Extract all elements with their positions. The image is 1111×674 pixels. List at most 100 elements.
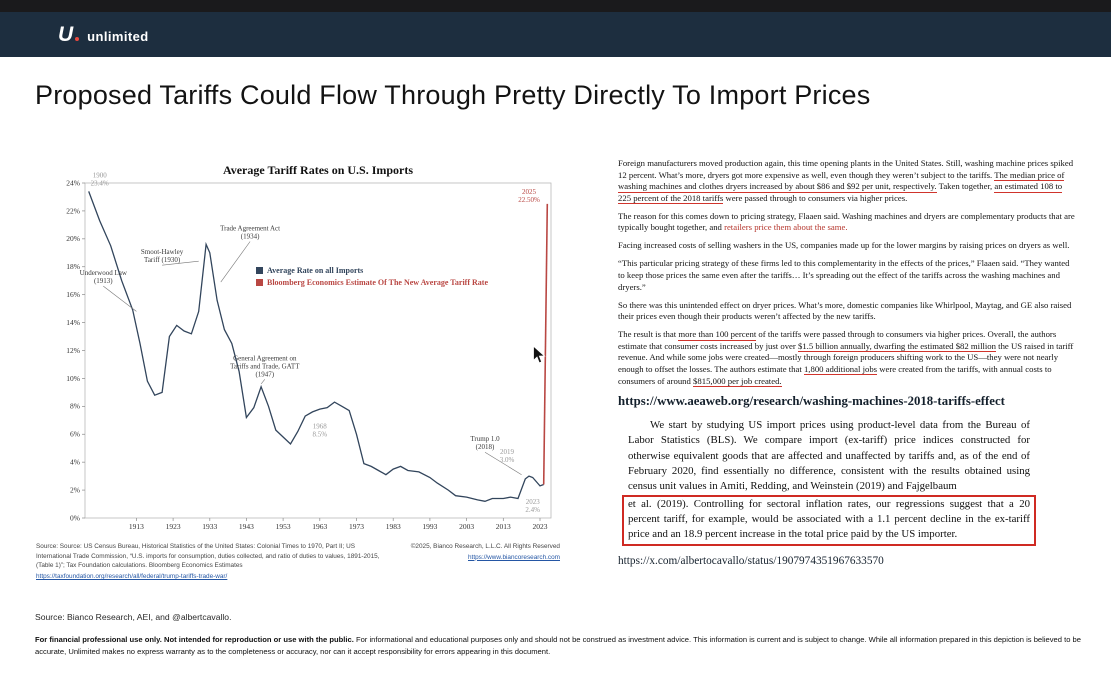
chart-annotation: 3.0% <box>500 456 515 464</box>
annotation-pointer <box>220 241 251 283</box>
x-tick-label: 2023 <box>533 522 548 531</box>
page-title: Proposed Tariffs Could Flow Through Pret… <box>35 80 871 110</box>
text-segment: Foreign manufacturers moved production a… <box>618 158 1074 180</box>
text-segment: of the tariffs were passed through to co… <box>618 329 1057 351</box>
x-status-link[interactable]: https://x.com/albertocavallo/status/1907… <box>618 554 884 567</box>
y-tick-label: 16% <box>66 290 80 299</box>
tariff-chart-panel: Average Tariff Rates on U.S. Imports 0% 2%… <box>33 160 563 581</box>
x-tick-label: 1913 <box>129 522 144 531</box>
chart-annotation: General Agreement on <box>233 354 297 362</box>
chart-annotation: 8.5% <box>313 431 328 439</box>
text-segment: The reason for this comes down to pricin… <box>618 210 1075 233</box>
annotation-pointer <box>162 260 199 266</box>
chart-annotation: Tariff (1930) <box>144 256 181 264</box>
brand-name: unlimited <box>87 28 149 44</box>
quote-text: We start by studying US import prices us… <box>628 418 1030 495</box>
tariff-chart: Average Tariff Rates on U.S. Imports 0% 2%… <box>66 163 552 531</box>
chart-annotation: 22.50% <box>518 196 540 204</box>
article-column: Foreign manufacturers moved production a… <box>618 158 1076 567</box>
text-segment: The result is that <box>618 329 679 340</box>
annotation-pointer <box>484 451 522 475</box>
y-tick-label: 10% <box>66 374 80 383</box>
x-tick-label: 2013 <box>496 522 511 531</box>
paragraph: The reason for this comes down to pricin… <box>618 211 1076 234</box>
y-tick-label: 18% <box>66 262 80 271</box>
text-segment: $1.5 billion annually, dwarfing the esti… <box>797 340 996 353</box>
chart-annotation: (1947) <box>255 370 274 378</box>
y-tick-label: 8% <box>70 402 80 411</box>
taxfoundation-link[interactable]: https://taxfoundation.org/research/all/f… <box>36 572 228 580</box>
chart-source-block: Source: Source: US Census Bureau, Histor… <box>33 542 563 581</box>
legend-label: Bloomberg Economics Estimate Of The New … <box>267 278 488 287</box>
plot-border <box>84 182 552 519</box>
chart-annotation: (1934) <box>241 233 260 241</box>
article-paragraphs: Foreign manufacturers moved production a… <box>618 158 1076 387</box>
paragraph: Facing increased costs of selling washer… <box>618 240 1076 252</box>
window-top-bar <box>0 0 1111 12</box>
y-tick-label: 0% <box>70 513 80 522</box>
chart-annotation: Trade Agreement Act <box>220 225 280 233</box>
paragraph: So there was this unintended effect on d… <box>618 300 1076 323</box>
biancoresearch-link[interactable]: https://www.biancoresearch.com <box>468 553 560 561</box>
unlimited-logo: U unlimited <box>58 23 149 47</box>
x-tick-label: 1943 <box>239 522 254 531</box>
logo-icon: U <box>58 22 80 47</box>
text-segment: more than 100 percent <box>678 329 757 341</box>
source-note: Source: Bianco Research, AEI, and @alber… <box>35 612 232 622</box>
x-tick-label: 1933 <box>202 522 217 531</box>
text-segment: an estimated 108 to 225 percent of the 2… <box>618 181 1063 205</box>
text-segment: 1,800 additional jobs <box>803 363 878 376</box>
aeaweb-link[interactable]: https://www.aeaweb.org/research/washing-… <box>618 394 1005 409</box>
y-tick-label: 22% <box>66 206 80 215</box>
text-segment: Facing increased costs of selling washer… <box>618 240 1070 251</box>
chart-annotation: 2025 <box>522 188 537 196</box>
chart-annotation: 1968 <box>313 423 328 431</box>
chart-annotation: 23.4% <box>91 179 109 187</box>
disclaimer-text: For informational and educational purpos… <box>35 635 1081 656</box>
text-segment: We start by studying US import prices us… <box>628 419 1030 493</box>
y-tick-label: 14% <box>66 318 80 327</box>
chart-source-text: Source: Source: US Census Bureau, Histor… <box>36 542 388 581</box>
header-bar: U unlimited <box>0 12 1111 57</box>
x-tick-label: 1983 <box>386 522 401 531</box>
chart-annotation: 2019 <box>500 448 515 456</box>
quote-block: We start by studying US import prices us… <box>622 418 1036 546</box>
chart-copyright-block: ©2025, Bianco Research, L.L.C. All Right… <box>392 542 560 581</box>
legend-swatch <box>256 267 263 274</box>
chart-title: Average Tariff Rates on U.S. Imports <box>223 163 413 177</box>
paragraph: Foreign manufacturers moved production a… <box>618 158 1076 205</box>
chart-annotation: 2023 <box>526 498 541 506</box>
x-tick-label: 2003 <box>459 522 474 531</box>
y-tick-label: 4% <box>70 458 80 467</box>
annotation-pointer <box>260 379 266 385</box>
chart-annotation: 1900 <box>93 171 108 179</box>
logo-accent-dot <box>75 36 80 41</box>
chart-annotation: (1913) <box>94 277 113 285</box>
y-tick-label: 6% <box>70 430 80 439</box>
paragraph: The result is that more than 100 percent… <box>618 329 1076 387</box>
text-segment: “This particular pricing strategy of the… <box>618 258 1070 292</box>
legend-swatch <box>256 279 263 286</box>
y-tick-label: 24% <box>66 178 80 187</box>
text-segment: were created from the tariffs, with annu… <box>618 363 1052 386</box>
chart-annotation: Tariffs and Trade, GATT <box>230 362 300 370</box>
mouse-cursor <box>533 346 546 364</box>
annotation-pointer <box>103 285 137 312</box>
disclaimer-bold: For financial professional use only. Not… <box>35 635 354 644</box>
text-segment: were passed through to consumers via hig… <box>723 192 908 203</box>
disclaimer: For financial professional use only. Not… <box>35 634 1081 658</box>
chart-annotation: Smoot-Hawley <box>141 248 184 256</box>
x-tick-label: 1963 <box>312 522 327 531</box>
y-tick-label: 2% <box>70 486 80 495</box>
y-tick-label: 12% <box>66 346 80 355</box>
chart-source-citation: Source: Source: US Census Bureau, Histor… <box>36 543 380 570</box>
series-line-0 <box>88 191 544 502</box>
chart-copyright: ©2025, Bianco Research, L.L.C. All Right… <box>410 543 560 550</box>
y-tick-label: 20% <box>66 234 80 243</box>
legend-label: Average Rate on all Imports <box>267 266 363 275</box>
text-segment: et al. (2019). Controlling for sectoral … <box>628 497 1030 541</box>
paragraph: “This particular pricing strategy of the… <box>618 258 1076 293</box>
chart-annotation: 2.4% <box>525 506 540 514</box>
logo-letter: U <box>58 22 74 46</box>
text-segment: The median price of washing machines and… <box>618 169 1065 193</box>
